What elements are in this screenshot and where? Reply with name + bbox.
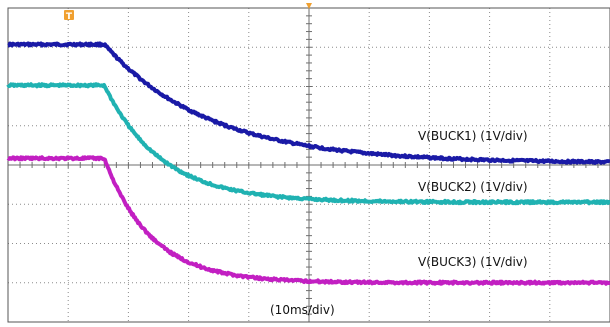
markers: T	[64, 3, 312, 22]
labels: V(BUCK1) (1V/div) V(BUCK2) (1V/div) V(BU…	[270, 129, 528, 317]
trace-buck2	[6, 82, 610, 206]
series-label-buck1: V(BUCK1) (1V/div)	[418, 129, 528, 143]
trigger-marker-icon	[64, 10, 74, 20]
series-label-buck3: V(BUCK3) (1V/div)	[418, 255, 528, 269]
x-axis-label: (10ms/div)	[270, 303, 335, 317]
series-label-buck2: V(BUCK2) (1V/div)	[418, 180, 528, 194]
traces	[6, 41, 610, 286]
trace-buck1	[7, 41, 610, 165]
trigger-marker-label: T	[66, 12, 73, 22]
horizontal-position-marker-icon	[306, 3, 312, 9]
trace-buck3	[6, 155, 610, 286]
